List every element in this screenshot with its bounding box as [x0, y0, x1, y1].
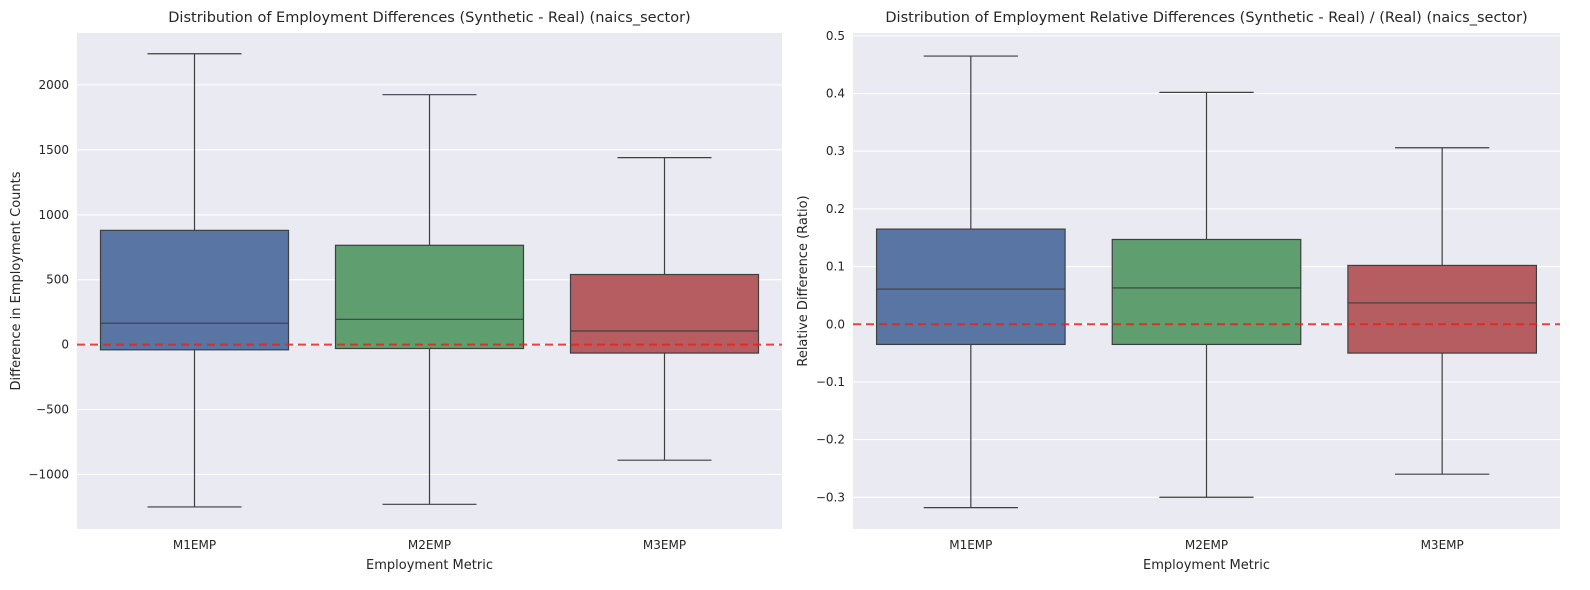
- iqr-box: [875, 228, 1066, 346]
- iqr-box: [569, 273, 760, 354]
- x-axis-label: Employment Metric: [366, 558, 493, 573]
- chart-title: Distribution of Employment Relative Diff…: [885, 10, 1527, 26]
- x-tick-label: M2EMP: [408, 538, 451, 552]
- iqr-box: [99, 229, 290, 351]
- x-tick-label: M1EMP: [173, 538, 216, 552]
- box-m2emp: [1111, 91, 1302, 498]
- box-m1emp: [99, 53, 290, 508]
- y-tick-label: 0.5: [826, 29, 845, 43]
- x-tick-label: M3EMP: [1421, 538, 1464, 552]
- y-tick-label: 0.2: [826, 202, 845, 216]
- y-tick-label: 2000: [38, 78, 69, 92]
- y-tick-label: −500: [36, 403, 69, 417]
- y-tick-label: 0: [61, 338, 69, 352]
- iqr-box: [334, 244, 525, 350]
- y-axis-label: Relative Difference (Ratio): [796, 195, 811, 366]
- x-tick-label: M1EMP: [949, 538, 992, 552]
- y-tick-label: 1500: [38, 143, 69, 157]
- x-tick-label: M3EMP: [643, 538, 686, 552]
- y-tick-label: −0.3: [816, 490, 845, 504]
- iqr-box: [1111, 238, 1302, 346]
- y-tick-label: 0.1: [826, 260, 845, 274]
- y-tick-label: 1000: [38, 208, 69, 222]
- y-axis-label: Difference in Employment Counts: [9, 171, 24, 390]
- y-tick-label: 0.3: [826, 144, 845, 158]
- y-tick-label: 500: [46, 273, 69, 287]
- box-m3emp: [1347, 147, 1538, 475]
- box-m2emp: [334, 94, 525, 505]
- y-tick-label: −0.2: [816, 433, 845, 447]
- chart-right-panel: −0.3 −0.2 −0.1 0.0 0.1 0.2 0.3 0.4 0.5 M1EMP M2EMP…: [796, 10, 1560, 573]
- chart-left-panel: −1000 −500 0 500 1000 1500 2000 M1EMP M2EMP M3EMP…: [9, 10, 782, 573]
- box-m3emp: [569, 157, 760, 461]
- x-axis-label: Employment Metric: [1143, 558, 1270, 573]
- x-tick-label: M2EMP: [1185, 538, 1228, 552]
- chart-title: Distribution of Employment Differences (…: [168, 10, 690, 26]
- iqr-box: [1347, 264, 1538, 354]
- y-tick-label: 0.0: [826, 317, 845, 331]
- y-tick-label: −1000: [28, 467, 69, 481]
- y-tick-label: −0.1: [816, 375, 845, 389]
- y-tick-label: 0.4: [826, 87, 845, 101]
